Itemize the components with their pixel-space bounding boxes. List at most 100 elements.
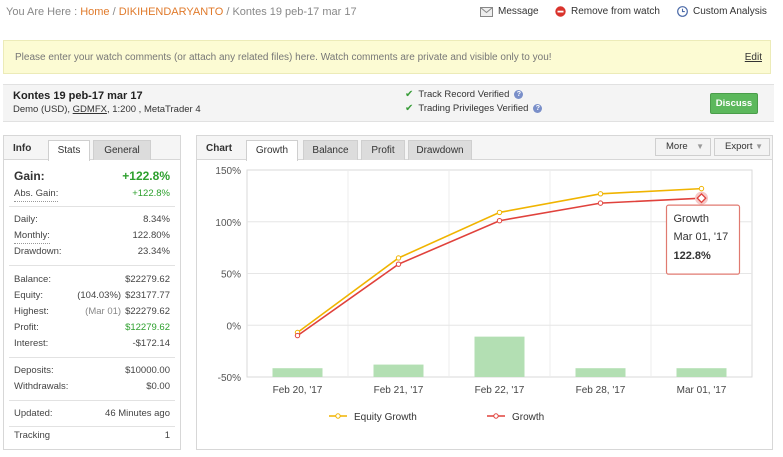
withdrawals-row: Withdrawals: $0.00 <box>14 381 170 395</box>
breadcrumb: You Are Here : Home / DIKIHENDARYANTO / … <box>6 6 357 18</box>
remove-from-watch-label: Remove from watch <box>571 6 660 17</box>
tooltip-box <box>665 204 741 275</box>
legend-label: Equity Growth <box>354 412 417 423</box>
tab-profit[interactable]: Profit <box>361 140 405 160</box>
drawdown-label: Drawdown: <box>14 246 62 257</box>
bar <box>474 336 525 377</box>
divider <box>9 400 175 401</box>
bar <box>676 368 727 377</box>
interest-value: -$172.14 <box>132 338 170 349</box>
balance-row: Balance: $22279.62 <box>14 274 170 288</box>
balance-value: $22279.62 <box>125 274 170 285</box>
chart-panel-header: Chart Growth Balance Profit Drawdown Mor… <box>197 136 772 161</box>
tab-general[interactable]: General <box>93 140 151 160</box>
daily-row: Daily: 8.34% <box>14 214 170 228</box>
legend-label: Growth <box>512 412 544 423</box>
more-dropdown[interactable]: More ▼ <box>655 138 711 156</box>
tracking-label: Tracking <box>14 430 51 441</box>
divider <box>9 265 175 266</box>
check-icon: ✔ <box>405 89 414 100</box>
tab-drawdown[interactable]: Drawdown <box>408 140 472 160</box>
daily-label: Daily: <box>14 214 38 225</box>
highest-value: $22279.62 <box>125 306 170 317</box>
highest-label: Highest: <box>14 306 49 317</box>
daily-value: 8.34% <box>143 214 170 225</box>
legend-swatch-point <box>493 413 499 419</box>
tracking-value: 1 <box>164 430 170 441</box>
help-icon[interactable]: ? <box>533 104 543 113</box>
trading-privileges-label: Trading Privileges Verified <box>418 103 529 114</box>
equity-row: Equity: (104.03%) $23177.77 <box>14 290 170 304</box>
notice-text: Please enter your watch comments (or att… <box>15 52 552 63</box>
broker-link[interactable]: GDMFX <box>72 104 107 115</box>
equity-percent: (104.03%) <box>77 290 122 301</box>
profit-value: $12279.62 <box>125 322 170 333</box>
x-tick-label: Feb 21, '17 <box>374 385 424 396</box>
tooltip-title: Growth <box>674 213 709 225</box>
edit-comments-link[interactable]: Edit <box>744 52 762 63</box>
withdrawals-label: Withdrawals: <box>14 381 69 392</box>
info-panel: Info Stats General Gain: +122.8% Abs. Ga… <box>3 135 181 450</box>
breadcrumb-home-link[interactable]: Home <box>80 6 110 18</box>
custom-analysis-link[interactable]: Custom Analysis <box>677 6 767 17</box>
highest-date: (Mar 01) <box>85 306 122 317</box>
drawdown-row: Drawdown: 23.34% <box>14 246 170 260</box>
x-tick-label: Feb 28, '17 <box>576 385 626 396</box>
gain-row: Gain: +122.8% <box>14 169 170 185</box>
tab-growth[interactable]: Growth <box>246 140 298 161</box>
growth-point <box>395 261 402 267</box>
tracking-row: Tracking 1 <box>14 430 170 444</box>
abs-gain-label: Abs. Gain: <box>14 188 59 202</box>
growth-point <box>496 218 503 224</box>
x-tick-label: Mar 01, '17 <box>677 385 727 396</box>
check-icon: ✔ <box>405 103 414 114</box>
highest-row: Highest: (Mar 01) $22279.62 <box>14 306 170 320</box>
account-type: Demo (USD), <box>13 104 71 115</box>
clock-icon <box>677 6 688 17</box>
chevron-down-icon: ▼ <box>696 142 704 151</box>
monthly-row: Monthly: 122.80% <box>14 230 170 244</box>
tooltip-date: Mar 01, '17 <box>674 231 729 243</box>
account-meta: Demo (USD), GDMFX, 1:200 , MetaTrader 4 <box>13 104 201 115</box>
breadcrumb-prefix: You Are Here : <box>6 6 78 18</box>
account-header: Kontes 19 peb-17 mar 17 Demo (USD), GDMF… <box>3 84 774 122</box>
watch-comments-notice: Please enter your watch comments (or att… <box>3 40 771 74</box>
profit-row: Profit: $12279.62 <box>14 322 170 336</box>
deposits-label: Deposits: <box>14 365 54 376</box>
custom-analysis-label: Custom Analysis <box>693 6 767 17</box>
top-bar: You Are Here : Home / DIKIHENDARYANTO / … <box>0 0 783 28</box>
message-link[interactable]: Message <box>480 6 539 17</box>
tab-stats[interactable]: Stats <box>48 140 90 161</box>
updated-label: Updated: <box>14 408 53 419</box>
discuss-button[interactable]: Discuss <box>710 93 758 114</box>
abs-gain-value: +122.8% <box>132 188 170 199</box>
abs-gain-row: Abs. Gain: +122.8% <box>14 188 170 202</box>
chart-panel: Chart Growth Balance Profit Drawdown Mor… <box>196 135 773 450</box>
growth-chart: 150% 100% 50% 0% -50% Feb 20, '17 Feb 21, '17 F… <box>215 166 753 423</box>
equity-growth-point <box>395 255 402 261</box>
tab-balance[interactable]: Balance <box>303 140 358 160</box>
help-icon[interactable]: ? <box>514 90 524 99</box>
account-leverage-platform: , 1:200 , MetaTrader 4 <box>106 104 201 115</box>
info-panel-title: Info <box>13 143 32 154</box>
gain-label: Gain: <box>14 169 45 183</box>
track-record-label: Track Record Verified <box>418 89 510 100</box>
export-dropdown[interactable]: Export ▼ <box>714 138 770 156</box>
interest-row: Interest: -$172.14 <box>14 338 170 352</box>
breadcrumb-user-link[interactable]: DIKIHENDARYANTO <box>118 6 224 18</box>
chart-panel-title: Chart <box>206 143 233 154</box>
tooltip-value: 122.8% <box>674 250 712 262</box>
gain-value: +122.8% <box>122 169 170 183</box>
divider <box>9 357 175 358</box>
bar <box>373 364 424 377</box>
remove-from-watch-link[interactable]: Remove from watch <box>555 6 660 17</box>
equity-value: $23177.77 <box>125 290 170 301</box>
remove-icon <box>555 6 566 17</box>
deposits-row: Deposits: $10000.00 <box>14 365 170 379</box>
highlight-marker <box>696 192 707 204</box>
drawdown-value: 23.34% <box>137 246 170 257</box>
x-tick-label: Feb 22, '17 <box>475 385 525 396</box>
divider <box>9 426 175 427</box>
export-label: Export <box>725 141 753 152</box>
x-tick-label: Feb 20, '17 <box>273 385 323 396</box>
